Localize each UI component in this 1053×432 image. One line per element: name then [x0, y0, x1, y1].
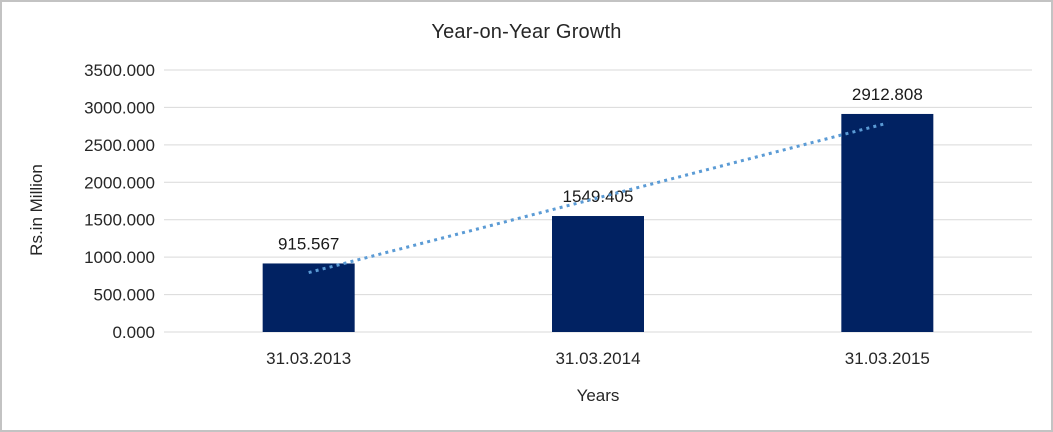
bar-value-label: 1549.405 [563, 187, 634, 206]
bar-value-label: 915.567 [278, 234, 339, 253]
y-tick-label: 0.000 [112, 323, 155, 342]
x-axis-title: Years [577, 386, 620, 405]
y-tick-label: 1000.000 [84, 248, 155, 267]
y-tick-label: 3500.000 [84, 61, 155, 80]
trendline [308, 121, 888, 275]
x-tick-label: 31.03.2014 [555, 349, 640, 368]
x-tick-label: 31.03.2013 [266, 349, 351, 368]
y-tick-label: 2500.000 [84, 136, 155, 155]
y-tick-label: 500.000 [94, 286, 155, 305]
y-tick-label: 2000.000 [84, 173, 155, 192]
bar-31.03.2013 [262, 263, 355, 332]
bar-value-label: 2912.808 [852, 85, 923, 104]
y-axis-title: Rs.in Million [27, 164, 46, 256]
y-tick-label: 3000.000 [84, 98, 155, 117]
bar-31.03.2014 [552, 216, 644, 332]
x-tick-label: 31.03.2015 [845, 349, 930, 368]
y-tick-label: 1500.000 [84, 211, 155, 230]
bar-31.03.2015 [841, 113, 934, 333]
chart-title: Year-on-Year Growth [431, 21, 622, 43]
